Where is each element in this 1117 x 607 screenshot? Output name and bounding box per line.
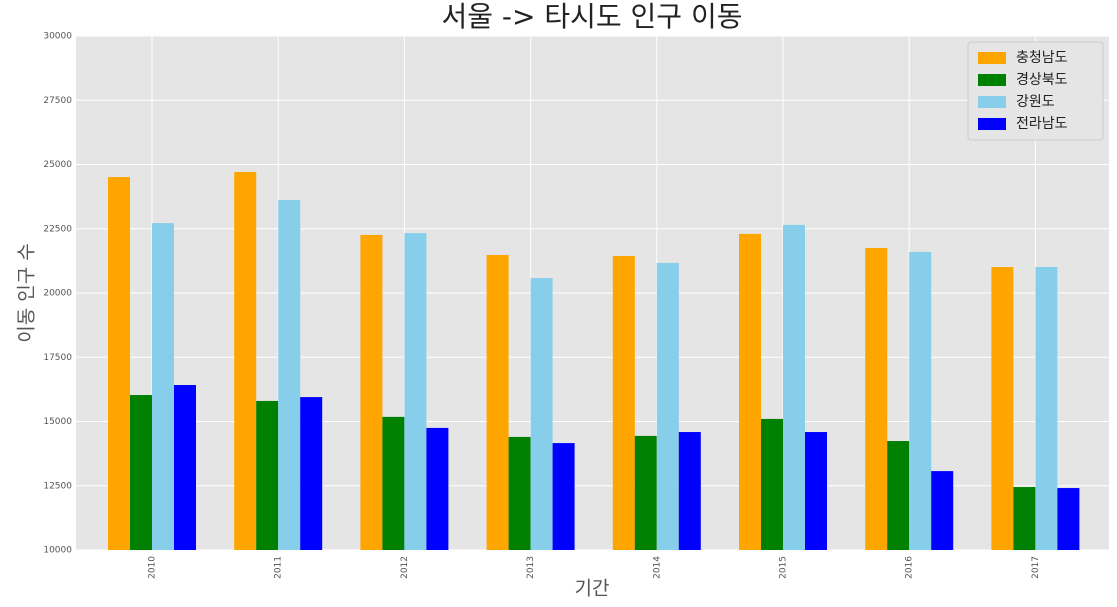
bar: [909, 251, 932, 550]
x-tick-label: 2016: [905, 556, 915, 579]
bar: [887, 441, 910, 550]
x-tick-label: 2017: [1031, 556, 1041, 579]
bar: [486, 254, 509, 551]
bar: [108, 177, 130, 550]
bar: [382, 416, 405, 550]
x-tick-label: 2010: [148, 556, 158, 579]
y-tick-label: 17500: [43, 353, 72, 363]
bar: [805, 432, 827, 550]
bar: [508, 436, 531, 550]
legend-label: 충청남도: [1016, 50, 1068, 66]
legend-swatch: [978, 96, 1006, 108]
bar: [530, 278, 553, 550]
bar: [865, 248, 888, 550]
bar: [152, 223, 174, 550]
bar: [234, 171, 257, 550]
y-tick-label: 15000: [43, 417, 72, 427]
y-tick-label: 10000: [43, 546, 72, 556]
legend-swatch: [978, 52, 1006, 64]
y-tick-label: 22500: [43, 224, 72, 234]
y-tick-label: 12500: [43, 481, 72, 491]
x-tick-label: 2015: [779, 556, 789, 579]
legend-label: 강원도: [1016, 94, 1055, 110]
y-axis-label: 이동 인구 수: [16, 243, 38, 342]
chart-title: 서울 -> 타시도 인구 이동: [441, 0, 742, 33]
y-tick-label: 20000: [43, 289, 72, 299]
bar: [404, 233, 427, 550]
bar: [174, 385, 196, 550]
bar: [1057, 488, 1080, 550]
bar: [931, 471, 954, 550]
x-tick-label: 2014: [652, 556, 662, 579]
bar: [761, 418, 783, 550]
bar: [278, 199, 301, 550]
bar: [426, 427, 449, 550]
y-tick-label: 30000: [43, 32, 72, 42]
y-tick-label: 25000: [43, 160, 72, 170]
x-axis-label: 기간: [575, 578, 610, 600]
bar: [360, 234, 383, 550]
legend-label: 경상북도: [1016, 72, 1068, 88]
bar: [300, 397, 323, 550]
x-tick-label: 2011: [274, 556, 284, 579]
bar: [991, 267, 1014, 550]
bar: [634, 435, 657, 550]
bar: [256, 400, 279, 550]
legend-box: [967, 41, 1104, 141]
bar: [130, 395, 152, 550]
bar: [1013, 487, 1036, 550]
bar: [739, 233, 761, 550]
bar: [612, 255, 635, 550]
bar: [552, 443, 575, 550]
bar: [678, 432, 701, 550]
x-tick-label: 2013: [526, 556, 536, 579]
legend-label: 전라남도: [1016, 116, 1068, 132]
legend-swatch: [978, 118, 1006, 130]
bar: [656, 262, 679, 550]
legend-swatch: [978, 74, 1006, 86]
y-tick-label: 27500: [43, 96, 72, 106]
x-tick-label: 2012: [400, 556, 410, 579]
bar: [1035, 267, 1058, 550]
bar: [783, 224, 805, 550]
